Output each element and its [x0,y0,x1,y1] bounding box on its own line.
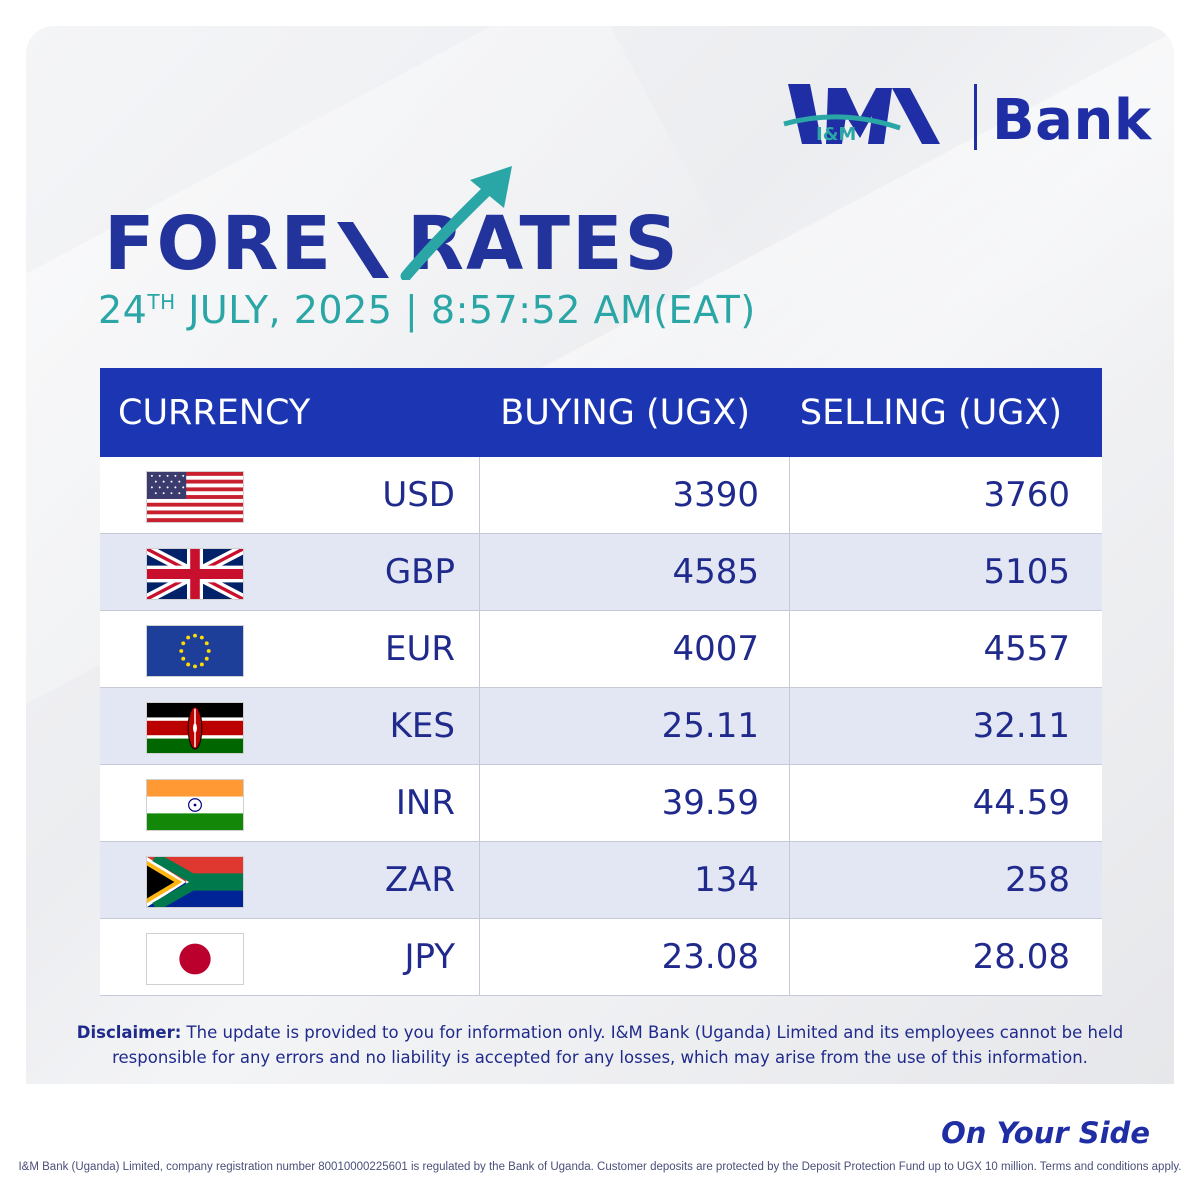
growth-arrow-icon [400,166,512,280]
buying-rate: 25.11 [480,688,790,764]
currency-code: ZAR [384,860,455,900]
buying-rate: 23.08 [480,919,790,995]
header-currency: CURRENCY [118,392,311,433]
currency-cell: INR [100,765,480,841]
selling-rate: 32.11 [972,706,1070,746]
japan-flag-icon [146,933,244,985]
table-row: GBP 4585 5105 [100,534,1102,611]
selling-rate: 258 [1005,860,1070,900]
title-part-x: X [333,208,336,209]
header-selling: SELLING (UGX) [799,392,1062,433]
buying-rate: 3390 [480,457,790,533]
table-row: EUR 4007 4557 [100,611,1102,688]
currency-cell: EUR [100,611,480,687]
disclaimer-text: The update is provided to you for inform… [112,1023,1124,1067]
date-rest: JULY, 2025 | 8:57:52 AM(EAT) [175,288,756,332]
table-header: CURRENCY BUYING (UGX) SELLING (UGX) [100,368,1102,457]
logo-ampersand: I&M [816,124,856,145]
logo-text: Bank [992,88,1152,153]
buying-rate: 4007 [480,611,790,687]
header-buying: BUYING (UGX) [500,392,750,433]
page-title: FORE X RATES [104,201,680,287]
currency-code: KES [389,706,455,746]
selling-rate: 4557 [983,629,1070,669]
currency-cell: ZAR [100,842,480,918]
currency-cell: KES [100,688,480,764]
title-part-fore: FORE [104,201,333,287]
usa-flag-icon [146,471,244,523]
disclaimer-label: Disclaimer: [76,1023,182,1042]
selling-rate: 5105 [983,552,1070,592]
rates-datetime: 24TH JULY, 2025 | 8:57:52 AM(EAT) [98,288,756,332]
kenya-flag-icon [146,702,244,754]
im-logo-mark-icon: I&M [783,84,940,145]
table-row: INR 39.59 44.59 [100,765,1102,842]
logo-divider [974,84,977,150]
forex-table: CURRENCY BUYING (UGX) SELLING (UGX) [100,368,1102,996]
currency-code: GBP [384,552,455,592]
currency-cell: USD [100,457,480,533]
india-flag-icon [146,779,244,831]
currency-code: USD [382,475,455,515]
currency-code: EUR [385,629,455,669]
buying-rate: 134 [480,842,790,918]
table-row: USD 3390 3760 [100,457,1102,534]
selling-rate: 3760 [983,475,1070,515]
disclaimer: Disclaimer: The update is provided to yo… [60,1020,1140,1070]
currency-code: INR [395,783,455,823]
buying-rate: 4585 [480,534,790,610]
currency-code: JPY [404,937,455,977]
table-row: KES 25.11 32.11 [100,688,1102,765]
eu-flag-icon [146,625,244,677]
brand-tagline: On Your Side [941,1116,1150,1150]
table-row: JPY 23.08 28.08 [100,919,1102,996]
title-x-graphic: X [333,208,403,280]
south-africa-flag-icon [146,856,244,908]
bank-logo: I&M [780,78,1160,158]
date-day: 24 [98,288,148,332]
regulatory-footer: I&M Bank (Uganda) Limited, company regis… [18,1161,1182,1173]
currency-cell: GBP [100,534,480,610]
selling-rate: 28.08 [972,937,1070,977]
table-row: ZAR 134 258 [100,842,1102,919]
date-day-suffix: TH [147,290,176,314]
currency-cell: JPY [100,919,480,995]
buying-rate: 39.59 [480,765,790,841]
selling-rate: 44.59 [972,783,1070,823]
uk-flag-icon [146,548,244,600]
